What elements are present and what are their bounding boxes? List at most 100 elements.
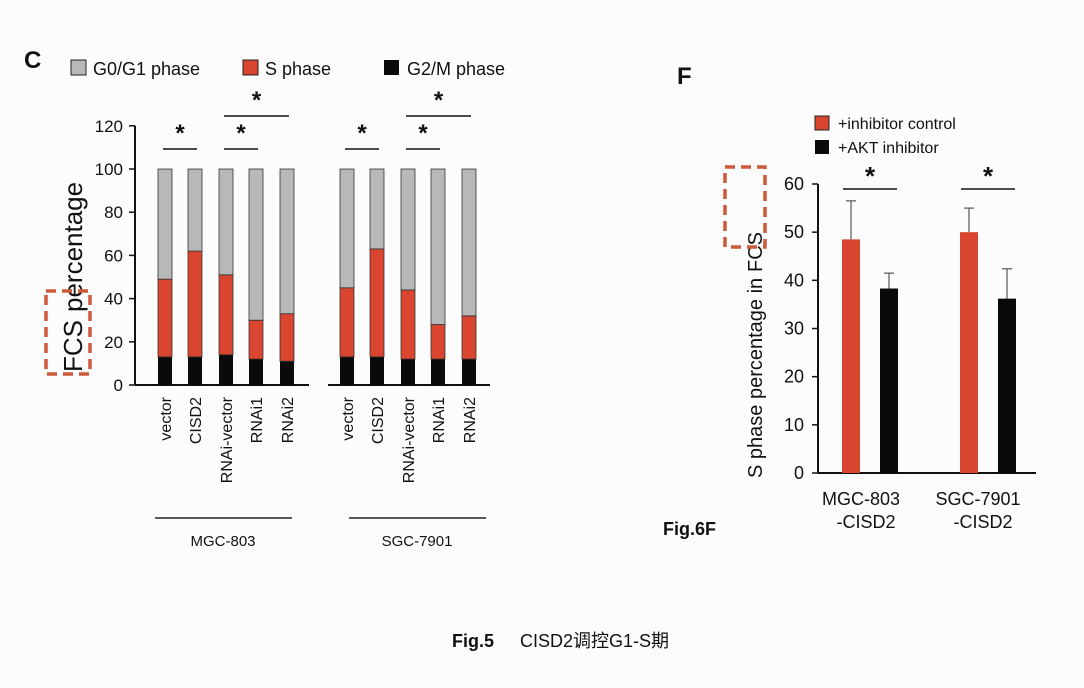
panel-c-x-tick-label: CISD2 <box>370 397 387 444</box>
panel-f-y-tick-label: 0 <box>794 463 804 483</box>
bar-segment-g2-m-phase <box>219 354 233 385</box>
panel-f-legend: +inhibitor control +AKT inhibitor <box>814 115 956 157</box>
panel-c-y-tick-label: 60 <box>104 246 123 265</box>
panel-f-y-tick-label: 30 <box>784 319 804 339</box>
bar-segment-g2-m-phase <box>280 361 294 385</box>
caption-bold: Fig.5 <box>452 631 494 651</box>
panel-f-y-tick-label: 50 <box>784 222 804 242</box>
legend-label-g2m: G2/M phase <box>407 59 505 79</box>
caption-text: CISD2调控G1-S期 <box>520 631 669 651</box>
panel-f-category-2-line-2: -CISD2 <box>953 512 1012 532</box>
panel-c-x-tick-label: RNAi1 <box>431 397 448 443</box>
panel-c-letter: C <box>24 47 41 74</box>
bar-segment-g0-g1-phase <box>248 168 264 321</box>
bar-segment-g0-g1-phase <box>430 168 446 325</box>
bar-akt-inhibitor <box>998 298 1016 473</box>
bar-inhibitor-control <box>960 232 978 473</box>
bar-segment-g2-m-phase <box>401 359 415 385</box>
panel-c-y-tick-label: 0 <box>114 376 123 395</box>
bar-segment-g0-g1-phase <box>157 168 173 280</box>
panel-c-bars <box>157 168 477 385</box>
panel-f-y-tick-label: 60 <box>784 174 804 194</box>
bar-segment-s-phase <box>339 287 355 358</box>
panel-c-ylabel-boxed: FCS <box>58 320 88 372</box>
legend-label-akt-inhibitor: +AKT inhibitor <box>838 140 939 157</box>
panel-f-y-tick-label: 20 <box>784 367 804 387</box>
panel-f-significance-star: * <box>983 161 994 191</box>
bar-akt-inhibitor <box>880 288 898 473</box>
bar-segment-g2-m-phase <box>188 356 202 385</box>
panel-f-significance: * * <box>843 161 1015 191</box>
bar-segment-s-phase <box>218 274 234 356</box>
bar-segment-g0-g1-phase <box>339 168 355 289</box>
panel-c-significance-star: * <box>357 120 367 147</box>
legend-swatch-akt-inhibitor <box>815 140 829 154</box>
panel-f-category-labels: MGC-803 -CISD2 SGC-7901 -CISD2 <box>822 489 1021 532</box>
panel-f-ylabel-rest: S phase percentage in <box>745 278 767 478</box>
panel-f-category-2-line-1: SGC-7901 <box>935 489 1020 509</box>
bar-segment-s-phase <box>279 313 295 362</box>
panel-c-legend: G0/G1 phase S phase G2/M phase <box>70 59 505 79</box>
bar-segment-g2-m-phase <box>462 359 476 385</box>
bar-segment-s-phase <box>430 324 446 360</box>
legend-swatch-g2m <box>384 60 399 75</box>
panel-c-significance-star: * <box>236 120 246 147</box>
legend-swatch-g0g1 <box>70 59 87 76</box>
panel-c-y-tick-label: 120 <box>95 117 123 136</box>
legend-label-s: S phase <box>265 59 331 79</box>
panel-c-y-tick-label: 20 <box>104 333 123 352</box>
panel-f-y-tick-label: 40 <box>784 270 804 290</box>
bar-segment-g0-g1-phase <box>218 168 234 276</box>
bar-segment-g2-m-phase <box>431 359 445 385</box>
bar-segment-s-phase <box>369 248 385 358</box>
group-label-mgc803: MGC-803 <box>190 533 255 550</box>
panel-c-significance: * *** ** <box>163 87 471 150</box>
bar-segment-g0-g1-phase <box>400 168 416 291</box>
legend-swatch-inhibitor-control <box>814 115 830 131</box>
panel-c-y-axis: 0 20 40 60 80 100 120 <box>95 117 490 395</box>
panel-c-x-tick-label: RNAi-vector <box>401 396 418 483</box>
panel-c-x-tick-label: RNAi-vector <box>219 396 236 483</box>
bar-segment-g2-m-phase <box>158 356 172 385</box>
panel-f-ylabel-boxed: FCS <box>745 232 767 272</box>
panel-c-x-tick-label: vector <box>340 396 357 440</box>
panel-c-group-labels: MGC-803 SGC-7901 <box>155 517 486 550</box>
figure-caption: Fig.5 CISD2调控G1-S期 <box>452 631 669 651</box>
bar-segment-s-phase <box>400 289 416 360</box>
bar-segment-g0-g1-phase <box>279 168 295 315</box>
bar-inhibitor-control <box>842 239 860 473</box>
panel-f-letter: F <box>677 63 692 90</box>
bar-segment-s-phase <box>187 250 203 358</box>
bar-segment-g2-m-phase <box>249 359 263 385</box>
panel-c-significance-star: * <box>434 87 444 114</box>
panel-f-category-1-line-2: -CISD2 <box>836 512 895 532</box>
panel-f-fcs-highlight-box <box>723 165 767 249</box>
bar-segment-s-phase <box>157 278 173 358</box>
bar-segment-g0-g1-phase <box>461 168 477 317</box>
panel-f-y-tick-label: 10 <box>784 415 804 435</box>
fig6f-label: Fig.6F <box>663 519 716 539</box>
panel-c-y-tick-label: 80 <box>104 203 123 222</box>
panel-c-yaxis-title: FCS percentage <box>58 182 88 372</box>
panel-c-significance-star: * <box>418 120 428 147</box>
legend-swatch-s <box>242 59 259 76</box>
panel-c-significance-star: * <box>175 120 185 147</box>
panel-c-x-tick-label: vector <box>158 396 175 440</box>
panel-f-bars <box>842 200 1016 473</box>
panel-f-significance-star: * <box>865 161 876 191</box>
panel-f-yaxis-title: S phase percentage in FCS <box>745 232 767 478</box>
legend-label-inhibitor-control: +inhibitor control <box>838 116 956 133</box>
panel-f-category-1-line-1: MGC-803 <box>822 489 900 509</box>
panel-c-x-tick-label: RNAi2 <box>280 397 297 443</box>
bar-segment-g2-m-phase <box>340 356 354 385</box>
bar-segment-s-phase <box>461 315 477 360</box>
bar-segment-g0-g1-phase <box>369 168 385 250</box>
bar-segment-g2-m-phase <box>370 356 384 385</box>
legend-label-g0g1: G0/G1 phase <box>93 59 200 79</box>
bar-segment-s-phase <box>248 319 264 360</box>
panel-c-x-labels: vector CISD2 RNAi-vector RNAi1 RNAi2 vector CI… <box>158 396 479 483</box>
panel-c-y-tick-label: 40 <box>104 290 123 309</box>
panel-c-fcs-highlight-box <box>44 289 92 376</box>
panel-c-significance-star: * <box>252 87 262 114</box>
